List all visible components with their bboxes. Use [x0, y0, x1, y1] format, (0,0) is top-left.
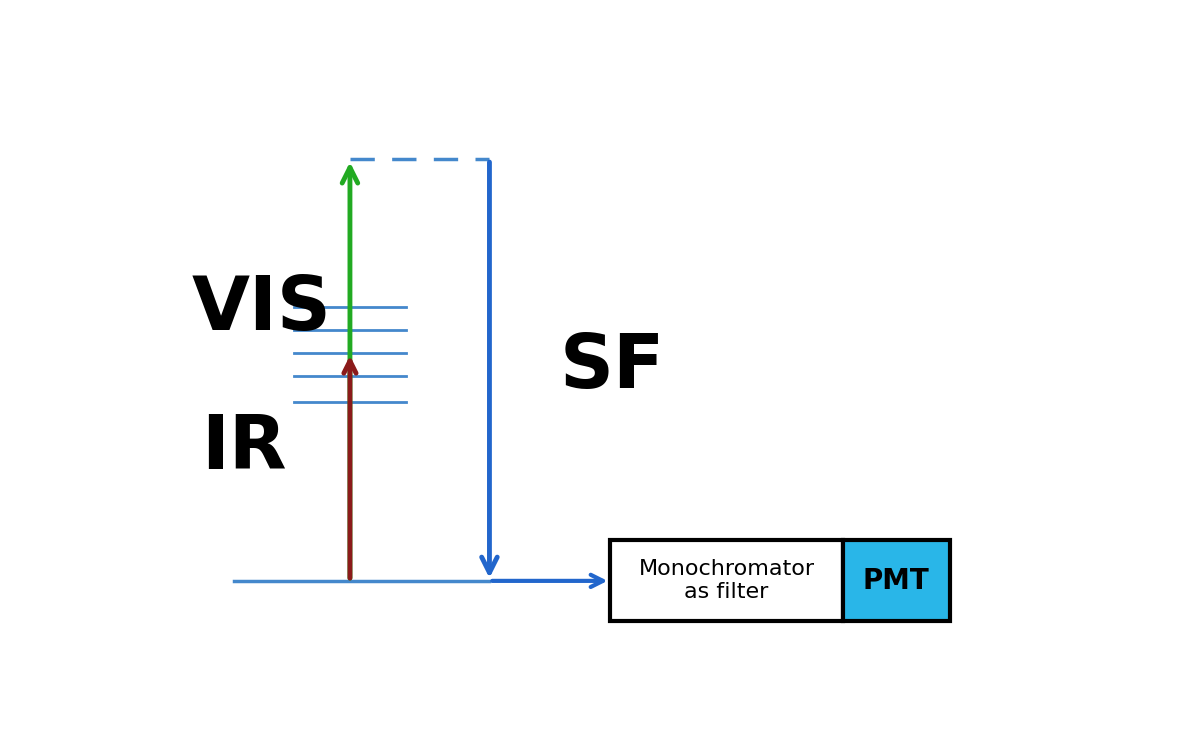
- Text: PMT: PMT: [863, 567, 930, 595]
- FancyBboxPatch shape: [842, 541, 950, 621]
- Text: VIS: VIS: [192, 273, 331, 346]
- Text: SF: SF: [559, 331, 665, 404]
- Text: Monochromator
as filter: Monochromator as filter: [638, 560, 815, 602]
- FancyBboxPatch shape: [611, 541, 842, 621]
- Text: IR: IR: [202, 412, 287, 485]
